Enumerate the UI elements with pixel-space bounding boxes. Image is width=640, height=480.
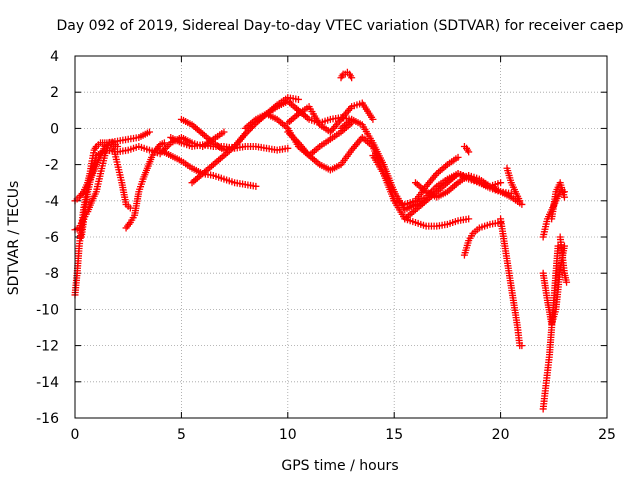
data-point	[284, 144, 292, 152]
y-tick-label: -12	[36, 339, 59, 355]
data-point	[563, 278, 571, 286]
x-tick-label: 20	[492, 427, 510, 443]
data-point	[518, 342, 526, 350]
y-tick-label: -8	[45, 266, 59, 282]
y-tick-label: 0	[50, 121, 59, 137]
x-tick-label: 10	[279, 427, 297, 443]
data-point	[294, 95, 302, 103]
data-point	[145, 128, 153, 136]
data-point	[252, 182, 260, 190]
y-tick-label: 4	[50, 49, 59, 65]
series-arc-9	[167, 133, 292, 154]
data-point	[560, 242, 568, 250]
y-tick-label: -2	[45, 158, 59, 174]
series-arc-5	[122, 139, 168, 232]
x-axis-label: GPS time / hours	[281, 458, 398, 474]
plot-frame	[74, 55, 608, 419]
data-point	[160, 139, 168, 147]
series-arc-18	[411, 171, 505, 201]
series-arc-20	[460, 143, 473, 156]
y-axis-label: SDTVAR / TECUs	[6, 181, 22, 296]
x-tick-label: 0	[71, 427, 80, 443]
x-tick-label: 25	[598, 427, 616, 443]
y-tick-label: 2	[50, 85, 59, 101]
y-tick-label: -16	[36, 411, 59, 427]
series-arc-21	[497, 215, 526, 350]
chart-title: Day 092 of 2019, Sidereal Day-to-day VTE…	[57, 18, 624, 34]
series-arc-16	[390, 153, 462, 208]
y-tick-label: -10	[36, 302, 59, 318]
data-point	[560, 193, 568, 201]
series-arc-19	[460, 219, 505, 259]
data-point	[465, 148, 473, 156]
series-arc-26	[548, 179, 568, 223]
data-point	[516, 197, 524, 205]
series-arc-13	[337, 68, 356, 82]
data-marks	[71, 68, 571, 413]
data-point	[114, 143, 122, 150]
data-point	[554, 242, 562, 250]
series-arc-12	[284, 99, 377, 136]
data-point	[454, 153, 462, 161]
y-tick-label: -6	[45, 230, 59, 246]
data-point	[465, 215, 473, 223]
x-tick-label: 5	[177, 427, 186, 443]
series-arc-4	[71, 139, 122, 205]
data-point	[369, 115, 377, 123]
series-arc-17	[401, 215, 473, 230]
x-tick-label: 15	[385, 427, 403, 443]
data-point	[348, 74, 356, 82]
data-point	[518, 200, 526, 208]
data-point	[220, 128, 228, 136]
y-tick-label: -4	[45, 194, 59, 210]
data-point	[497, 179, 505, 187]
series-arc-27	[556, 233, 571, 286]
series-arc-22	[503, 164, 524, 205]
y-tick-label: -14	[36, 375, 59, 391]
ticks: 0 5 10 15 20 25 -16 -14 -12 -10 -8 -6 -4 -2 0 2 4	[36, 49, 616, 443]
